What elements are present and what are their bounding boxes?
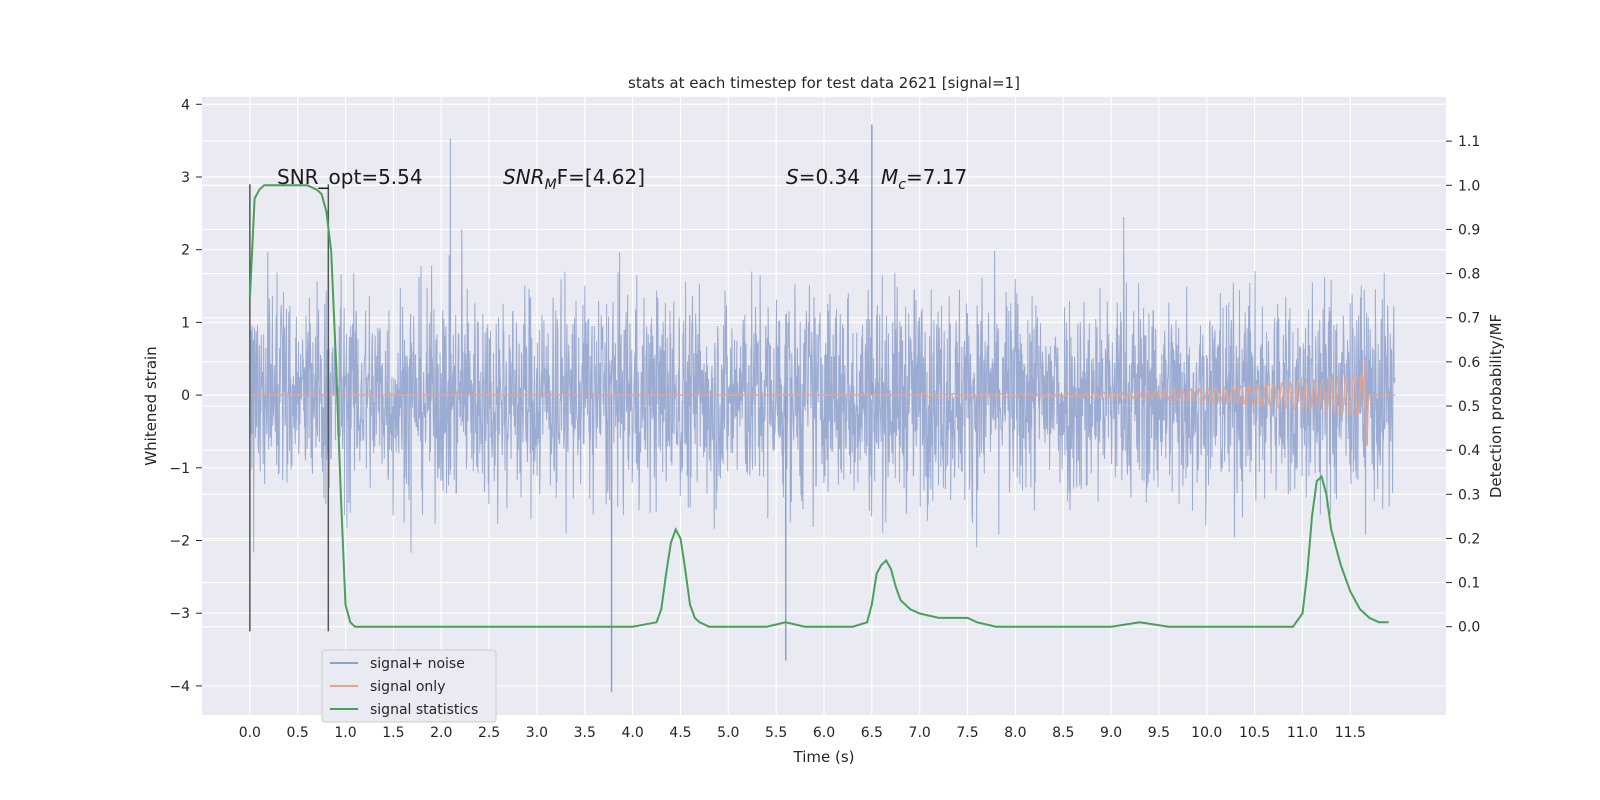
y2-tick-label: 0.8 (1458, 267, 1480, 283)
y-ticks: 4 3 2 1 0 −1 −2 −3 −4 (169, 97, 202, 695)
y-tick-label: 0 (181, 388, 190, 404)
x-tick-label: 10.0 (1191, 725, 1222, 741)
x-tick-label: 5.5 (765, 725, 787, 741)
x-tick-label: 8.0 (1004, 725, 1026, 741)
annotation-snr-opt: SNR_opt=5.54 (277, 165, 423, 189)
vertical-markers (249, 184, 330, 632)
x-tick-label: 2.0 (430, 725, 452, 741)
y2-tick-label: 0.3 (1458, 487, 1480, 503)
x-tick-label: 1.5 (382, 725, 404, 741)
y2-tick-label: 0.4 (1458, 443, 1480, 459)
signal-only-line (249, 360, 1396, 447)
x-tick-label: 3.0 (526, 725, 548, 741)
annotation-s-var: S (786, 165, 799, 189)
y-tick-label: 3 (181, 170, 190, 186)
y2-tick-label: 0.2 (1458, 531, 1480, 547)
x-tick-label: 3.5 (574, 725, 596, 741)
y2-tick-label: 0.5 (1458, 399, 1480, 415)
annotation-snr-mf: SNRMF=[4.62] (503, 165, 645, 193)
legend-label-signal: signal only (370, 679, 445, 695)
noise-series (249, 124, 1396, 692)
x-tick-label: 11.0 (1287, 725, 1318, 741)
legend-label-noise: signal+ noise (370, 656, 465, 672)
legend-label-stats: signal statistics (370, 702, 478, 718)
y2-tick-label: 0.0 (1458, 620, 1480, 636)
y2-tick-label: 0.7 (1458, 311, 1480, 327)
x-axis-label: Time (s) (793, 748, 855, 766)
annotation-snr-mf-sub: M (545, 177, 557, 193)
y-tick-label: 4 (181, 97, 190, 113)
x-tick-label: 7.5 (956, 725, 978, 741)
y2-tick-label: 0.9 (1458, 222, 1480, 238)
signal-statistics-line (248, 184, 1389, 628)
y2-tick-label: 1.0 (1458, 178, 1480, 194)
x-tick-label: 8.5 (1052, 725, 1074, 741)
x-tick-label: 1.0 (334, 725, 356, 741)
y-tick-label: 1 (181, 315, 190, 331)
y-tick-label: −1 (169, 461, 190, 477)
annotation-snr-mf-tail: F=[4.62] (557, 165, 645, 189)
x-tick-label: 10.5 (1239, 725, 1270, 741)
y-tick-label: −3 (169, 606, 190, 622)
annotation-s: S=0.34 (786, 165, 860, 189)
noise-line (249, 138, 1396, 553)
x-tick-label: 4.0 (621, 725, 643, 741)
x-tick-label: 0.5 (287, 725, 309, 741)
x-tick-label: 6.0 (813, 725, 835, 741)
annotation-mc-sub: c (898, 177, 906, 193)
annotation-mc: Mc=7.17 (881, 165, 967, 193)
legend-box (321, 649, 497, 723)
x-tick-label: 7.0 (909, 725, 931, 741)
y-axis-label: Whitened strain (142, 346, 160, 465)
annotation-s-val: =0.34 (799, 165, 860, 189)
x-tick-label: 9.5 (1148, 725, 1170, 741)
x-tick-label: 11.5 (1335, 725, 1366, 741)
x-tick-label: 5.0 (717, 725, 739, 741)
x-tick-label: 9.0 (1100, 725, 1122, 741)
x-ticks: 0.0 0.5 1.0 1.5 2.0 2.5 3.0 3.5 4.0 4.5 5.0 5.5 6.0 6… (239, 725, 1366, 741)
x-tick-label: 0.0 (239, 725, 261, 741)
y2-tick-label: 1.1 (1458, 134, 1480, 150)
x-tick-label: 2.5 (478, 725, 500, 741)
y2-tick-label: 0.6 (1458, 355, 1480, 371)
y-tick-label: −2 (169, 534, 190, 550)
y-tick-label: −4 (169, 679, 190, 695)
annotation-mc-val: =7.17 (906, 165, 967, 189)
y-tick-label: 2 (181, 243, 190, 259)
x-tick-label: 6.5 (861, 725, 883, 741)
annotation-snr-mf-base: SNR (503, 165, 545, 189)
signal-only-series (249, 360, 1396, 447)
signal-statistics-series (248, 184, 1389, 628)
y2-axis-label: Detection probability/MF (1487, 314, 1505, 498)
y2-tick-label: 0.1 (1458, 576, 1480, 592)
legend: signal+ noise signal only signal statist… (321, 649, 497, 723)
grid (202, 97, 1446, 715)
x-tick-label: 4.5 (669, 725, 691, 741)
chart-title: stats at each timestep for test data 262… (628, 74, 1020, 92)
y2-ticks: 1.1 1.0 0.9 0.8 0.7 0.6 0.5 0.4 0.3 0.2 0.1 0.0 (1446, 134, 1480, 636)
annotation-mc-var: M (881, 165, 898, 189)
